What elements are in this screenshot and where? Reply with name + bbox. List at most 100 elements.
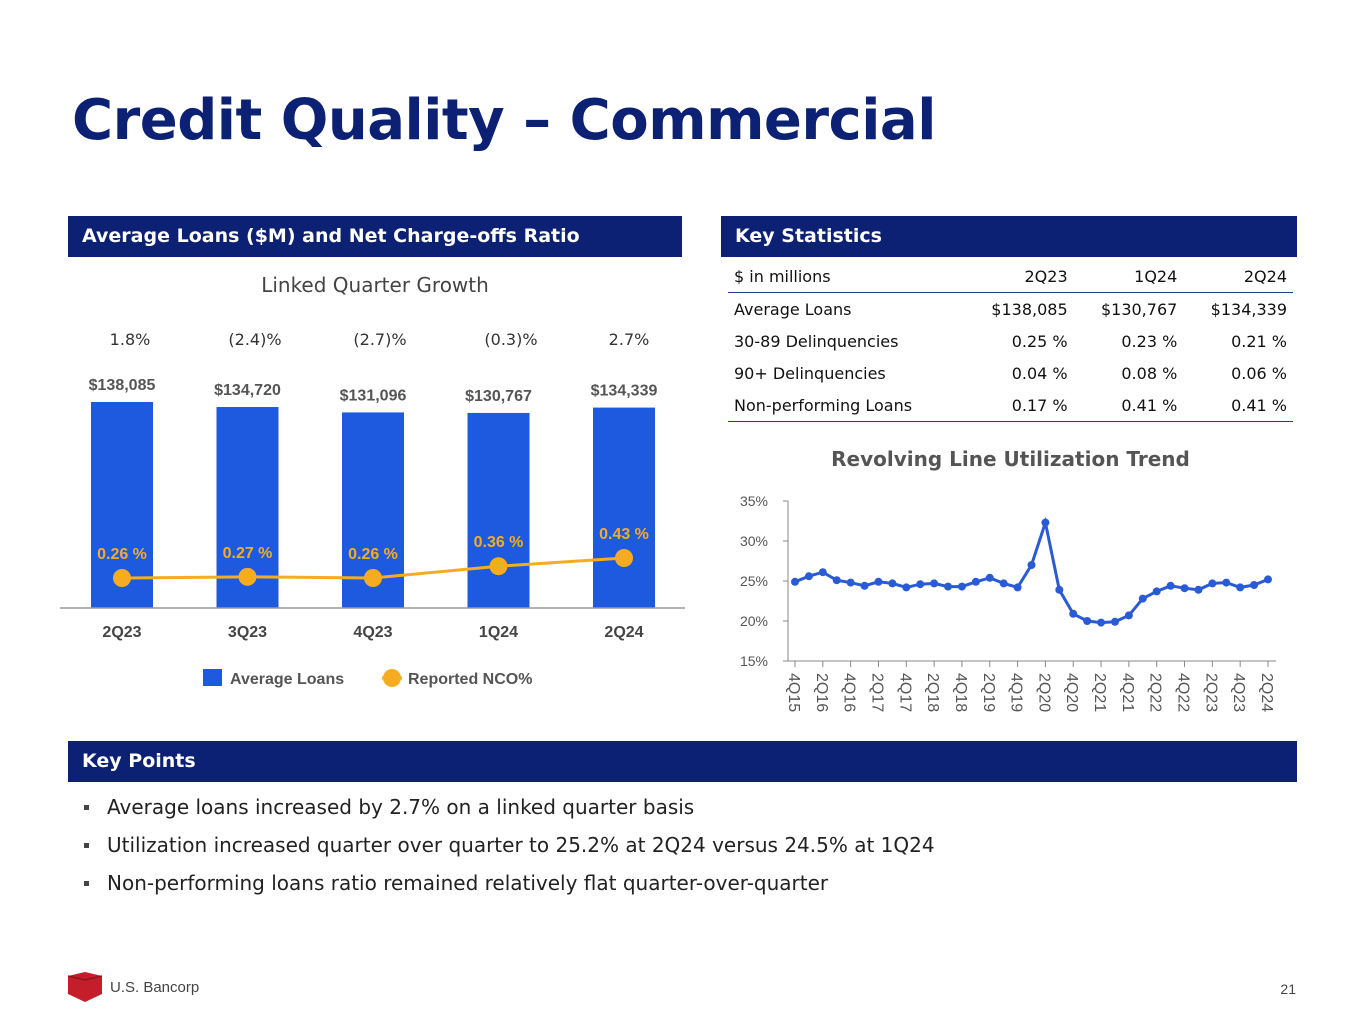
table-row: 30-89 Delinquencies 0.25 % 0.23 % 0.21 % <box>728 325 1293 357</box>
legend-label: Average Loans <box>230 671 344 688</box>
nco-point <box>489 557 508 576</box>
loans-chart: $138,085 2Q23 $134,720 3Q23 $131,096 4Q23 $130… <box>60 377 685 688</box>
bar-average-loans <box>467 412 530 608</box>
nco-point <box>364 569 382 587</box>
table-cell: 0.21 % <box>1231 331 1287 351</box>
row-label: Non-performing Loans <box>728 389 964 422</box>
utilization-point <box>1083 617 1092 625</box>
utilization-point <box>930 579 939 588</box>
utilization-point <box>1208 579 1217 588</box>
bar-value-label: $134,720 <box>214 382 281 399</box>
list-item: Non-performing loans ratio remained rela… <box>80 868 935 906</box>
utilization-point <box>1097 618 1106 627</box>
company-name: U.S. Bancorp <box>110 978 200 996</box>
x-tick-label: 2Q18 <box>924 673 941 712</box>
utilization-point <box>1041 518 1050 527</box>
x-tick-label: 2Q19 <box>980 673 997 712</box>
loans-section-header: Average Loans ($M) and Net Charge-offs R… <box>68 216 682 257</box>
x-tick-label: 2Q23 <box>102 624 141 641</box>
utilization-point <box>916 580 925 589</box>
x-tick-label: 2Q20 <box>1035 673 1052 712</box>
utilization-point <box>1250 581 1259 589</box>
utilization-point <box>804 572 813 581</box>
table-cell: 0.41 % <box>1073 389 1184 422</box>
utilization-point <box>1055 585 1064 594</box>
stats-section-header: Key Statistics <box>721 216 1297 257</box>
company-logo: U.S. Bancorp <box>68 972 199 1002</box>
x-tick-label: 3Q23 <box>228 624 267 641</box>
utilization-point <box>846 578 855 587</box>
table-cell: 0.23 % <box>1121 331 1178 351</box>
utilization-point <box>1013 583 1022 592</box>
utilization-point <box>971 577 980 586</box>
table-cell: 0.17 % <box>963 389 1074 422</box>
x-tick-label: 4Q19 <box>1008 673 1025 712</box>
row-label: 90+ Delinquencies <box>734 363 886 383</box>
column-header: 2Q24 <box>1183 260 1293 293</box>
nco-point <box>113 569 131 587</box>
utilization-point <box>818 568 827 577</box>
utilization-point <box>1180 584 1189 593</box>
y-tick-label: 30% <box>740 533 768 549</box>
bar-value-label: $138,085 <box>89 377 156 394</box>
nco-point <box>615 549 633 567</box>
table-header-row: $ in millions 2Q23 1Q24 2Q24 <box>728 260 1293 293</box>
utilization-point <box>1069 609 1078 618</box>
utilization-point <box>944 582 953 591</box>
page-number: 21 <box>1280 981 1296 997</box>
table-cell: 0.06 % <box>1231 363 1287 383</box>
utilization-point <box>1166 581 1175 590</box>
x-tick-label: 2Q23 <box>1202 673 1219 712</box>
x-tick-label: 4Q20 <box>1063 673 1080 712</box>
list-item: Utilization increased quarter over quart… <box>80 830 935 868</box>
x-tick-label: 2Q16 <box>813 673 830 712</box>
bar-average-loans <box>593 407 655 608</box>
growth-label: (0.3)% <box>484 330 538 349</box>
utilization-point <box>874 577 883 586</box>
utilization-point <box>832 576 841 585</box>
y-tick-label: 35% <box>740 493 768 509</box>
key-stats-table: $ in millions 2Q23 1Q24 2Q24 Average Loa… <box>728 260 1293 422</box>
growth-label: 1.8% <box>109 330 151 349</box>
x-tick-label: 1Q24 <box>479 624 518 641</box>
utilization-line <box>794 516 1269 625</box>
bar-value-label: $134,339 <box>591 383 658 400</box>
bar-value-label: $130,767 <box>465 388 532 405</box>
table-row: Average Loans $138,085 $130,767 $134,339 <box>728 293 1293 326</box>
x-tick-label: 4Q15 <box>785 673 802 712</box>
x-tick-label: 4Q16 <box>841 673 858 712</box>
utilization-point <box>1110 617 1119 626</box>
utilization-point <box>1236 583 1245 592</box>
legend-line-marker <box>383 669 401 687</box>
row-label: 30-89 Delinquencies <box>734 331 899 351</box>
growth-label: (2.7)% <box>353 330 407 349</box>
list-item: Average loans increased by 2.7% on a lin… <box>80 792 935 830</box>
y-tick-label: 15% <box>740 653 768 669</box>
column-header: $ in millions <box>728 260 964 293</box>
growth-label: (2.4)% <box>228 330 282 349</box>
table-cell: $130,767 <box>1100 299 1178 319</box>
y-tick-label: 20% <box>740 613 768 629</box>
table-cell: 0.04 % <box>1011 363 1068 383</box>
table-row: 90+ Delinquencies 0.04 % 0.08 % 0.06 % <box>728 357 1293 389</box>
x-tick-label: 2Q22 <box>1147 673 1164 712</box>
x-tick-label: 2Q24 <box>1258 673 1275 712</box>
nco-value-label: 0.36 % <box>474 534 524 551</box>
nco-value-label: 0.27 % <box>223 545 273 562</box>
column-header: 1Q24 <box>1073 260 1184 293</box>
utilization-point <box>957 582 966 591</box>
table-cell: 0.25 % <box>1011 331 1068 351</box>
table-cell: $138,085 <box>991 299 1068 319</box>
column-header: 2Q23 <box>963 260 1074 293</box>
x-tick-label: 2Q24 <box>604 624 643 641</box>
utilization-point <box>1152 587 1161 596</box>
nco-value-label: 0.26 % <box>97 546 147 563</box>
row-label: Average Loans <box>734 299 852 319</box>
utilization-point <box>888 579 897 588</box>
page-title: Credit Quality – Commercial <box>72 88 936 153</box>
utilization-point <box>1138 594 1147 603</box>
x-tick-label: 4Q21 <box>1119 673 1136 712</box>
nco-value-label: 0.43 % <box>599 526 649 543</box>
key-points-list: Average loans increased by 2.7% on a lin… <box>80 792 935 906</box>
utilization-point <box>1194 585 1203 594</box>
